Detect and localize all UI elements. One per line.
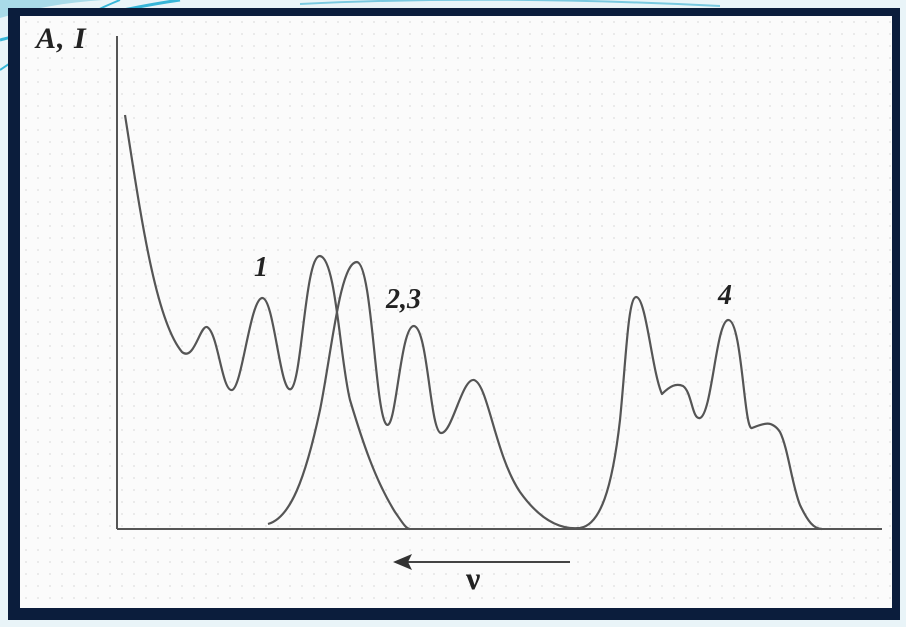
frequency-arrow-head xyxy=(393,554,412,570)
frequency-label: ν xyxy=(466,560,481,596)
emission-curve xyxy=(267,260,823,531)
diagram-panel xyxy=(20,16,892,608)
peak-label-2-3: 2,3 xyxy=(386,284,421,315)
absorption-curve xyxy=(123,114,411,531)
y-axis-label: A, I xyxy=(36,22,87,55)
peak-label-1: 1 xyxy=(254,252,268,283)
peak-label-4: 4 xyxy=(718,280,732,311)
